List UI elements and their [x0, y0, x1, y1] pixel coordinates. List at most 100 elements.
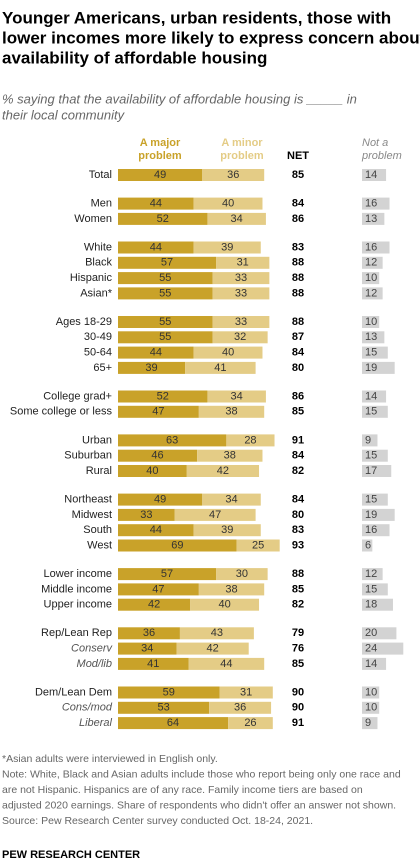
not-value: 13 [365, 331, 377, 343]
bar-major [118, 493, 203, 506]
bar-minor [193, 197, 263, 210]
value-label: 36 [143, 627, 155, 639]
net-value: 93 [292, 539, 304, 551]
bar-minor [198, 405, 265, 418]
not-value: 15 [365, 583, 377, 595]
bar-not [362, 316, 380, 328]
row-label: Dem/Lean Dem [35, 686, 112, 698]
value-label: 41 [147, 658, 159, 670]
value-label: 46 [151, 450, 163, 462]
net-value: 76 [292, 643, 304, 655]
bar-minor [212, 331, 268, 344]
not-value: 19 [365, 362, 377, 374]
value-label: 41 [214, 362, 226, 374]
value-label: 44 [150, 347, 162, 359]
net-value: 88 [292, 287, 304, 299]
net-value: 86 [292, 213, 304, 225]
bar-major [118, 539, 237, 552]
bar-minor [188, 657, 265, 670]
bar-major [118, 449, 198, 462]
bar-not [362, 331, 385, 344]
bar-not [362, 361, 395, 374]
net-value: 85 [292, 658, 304, 670]
not-value: 10 [365, 702, 377, 714]
row-label: Asian* [80, 287, 113, 299]
value-label: 47 [152, 406, 164, 418]
not-value: 15 [365, 450, 377, 462]
value-label: 34 [225, 494, 237, 506]
not-header: Not a [362, 137, 388, 149]
bar-major [118, 701, 210, 714]
legend-label: problem [138, 150, 182, 162]
net-value: 88 [292, 316, 304, 328]
value-label: 55 [159, 272, 171, 284]
value-label: 59 [163, 686, 175, 698]
value-label: 36 [234, 702, 246, 714]
value-label: 64 [167, 717, 179, 729]
value-label: 40 [222, 198, 234, 210]
bar-minor [198, 583, 265, 596]
bar-not [362, 583, 388, 596]
bar-not [362, 686, 380, 699]
note: adjusted 2020 earnings. Share of respond… [2, 799, 396, 811]
value-label: 49 [154, 169, 166, 181]
value-label: 55 [159, 287, 171, 299]
bar-major [118, 598, 191, 611]
not-value: 16 [365, 241, 377, 253]
bar-minor [207, 212, 266, 225]
value-label: 31 [237, 257, 249, 269]
bar-major [118, 583, 199, 596]
bar-minor [185, 361, 256, 374]
bar-not [362, 405, 388, 418]
bar-minor [197, 449, 263, 462]
not-value: 9 [365, 434, 371, 446]
value-label: 55 [159, 331, 171, 343]
value-label: 49 [154, 494, 166, 506]
value-label: 39 [221, 241, 233, 253]
bar-not [362, 287, 383, 300]
bar-major [118, 568, 217, 581]
bar-major [118, 717, 229, 730]
bar-minor [193, 241, 261, 254]
chart-title: Younger Americans, urban residents, thos… [2, 8, 391, 27]
net-value: 82 [292, 599, 304, 611]
bar-major [118, 434, 227, 447]
bar-not [362, 627, 397, 640]
bar-not [362, 568, 383, 581]
value-label: 52 [157, 213, 169, 225]
bar-not [362, 539, 373, 552]
bar-minor [219, 686, 273, 699]
bar-major [118, 390, 208, 403]
bar-major [118, 197, 194, 210]
bar-minor [212, 316, 270, 328]
value-label: 44 [150, 524, 162, 536]
not-value: 17 [365, 465, 377, 477]
net-value: 83 [292, 524, 304, 536]
net-value: 88 [292, 568, 304, 580]
bar-not [362, 508, 395, 521]
row-label: 65+ [93, 362, 112, 374]
net-value: 91 [292, 434, 304, 446]
not-value: 24 [365, 643, 377, 655]
value-label: 47 [209, 509, 221, 521]
net-value: 84 [292, 347, 305, 359]
bar-minor [216, 568, 268, 581]
row-label: Mod/lib [77, 658, 112, 670]
net-value: 91 [292, 717, 304, 729]
bar-minor [193, 346, 263, 359]
source-org: PEW RESEARCH CENTER [2, 849, 140, 861]
net-value: 86 [292, 390, 304, 402]
bar-minor [174, 508, 256, 521]
chart-subtitle: % saying that the availability of afford… [2, 91, 357, 106]
bar-major [118, 657, 189, 670]
row-label: South [83, 524, 112, 536]
bar-major [118, 627, 180, 640]
net-value: 80 [292, 509, 304, 521]
value-label: 30 [236, 568, 248, 580]
chart-title: lower incomes more likely to express con… [2, 28, 420, 47]
value-label: 33 [235, 287, 247, 299]
row-label: Rep/Lean Rep [41, 627, 112, 639]
bar-not [362, 272, 380, 285]
row-label: Northeast [64, 494, 112, 506]
net-value: 88 [292, 257, 304, 269]
